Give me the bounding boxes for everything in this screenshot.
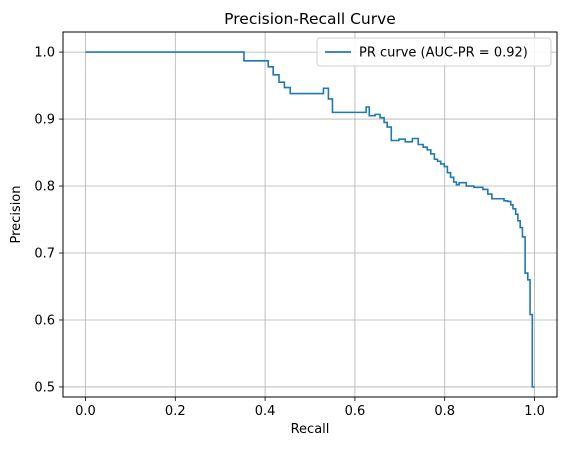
x-tick-label: 0.0 xyxy=(75,404,96,419)
x-axis: 0.0 0.2 0.4 0.6 0.8 1.0 xyxy=(75,397,545,419)
y-tick-label: 0.8 xyxy=(34,180,55,195)
x-tick-label: 0.8 xyxy=(434,404,455,419)
legend: PR curve (AUC-PR = 0.92) xyxy=(316,37,552,67)
x-tick-label: 0.4 xyxy=(255,404,276,419)
y-tick-label: 0.5 xyxy=(34,380,55,395)
y-axis-label: Precision xyxy=(9,185,24,243)
x-tick-label: 1.0 xyxy=(524,404,545,419)
grid-lines xyxy=(63,32,557,397)
y-tick-label: 0.6 xyxy=(34,313,55,328)
y-tick-label: 0.7 xyxy=(34,247,55,262)
y-tick-label: 0.9 xyxy=(34,113,55,128)
x-axis-label: Recall xyxy=(291,422,330,437)
y-tick-label: 1.0 xyxy=(34,46,55,61)
x-tick-label: 0.6 xyxy=(345,404,366,419)
axes-frame xyxy=(62,31,558,398)
y-axis: 0.5 0.6 0.7 0.8 0.9 1.0 xyxy=(34,46,63,395)
legend-box xyxy=(316,37,552,67)
chart-title: Precision-Recall Curve xyxy=(224,10,396,28)
x-tick-label: 0.2 xyxy=(165,404,186,419)
series-layer xyxy=(85,51,535,388)
legend-label: PR curve (AUC-PR = 0.92) xyxy=(359,46,528,61)
series-line-0 xyxy=(85,51,535,388)
